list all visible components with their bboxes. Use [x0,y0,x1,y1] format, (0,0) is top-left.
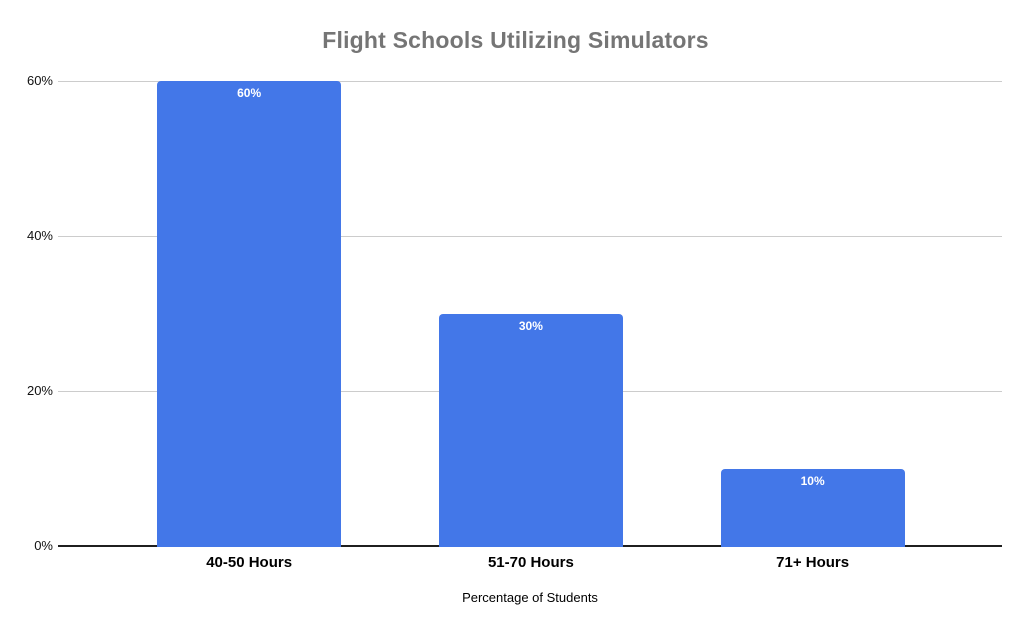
bar-71+ Hours [720,468,905,547]
chart-title: Flight Schools Utilizing Simulators [322,27,709,53]
gridline-40% [58,236,1002,237]
x-category-label: 51-70 Hours [487,554,574,571]
gridline-60% [58,81,1002,82]
bar-40-50 Hours [157,81,342,547]
x-axis-title: Percentage of Students [462,590,598,605]
bar-value-label: 30% [518,318,543,333]
y-tick-label: 40% [26,228,53,243]
x-category-label: 40-50 Hours [206,554,293,571]
x-category-label: 71+ Hours [776,554,850,571]
bar-value-label: 10% [800,473,825,488]
y-tick-label: 60% [26,73,53,88]
bar-51-70 Hours [438,313,623,547]
y-tick-label: 20% [26,383,53,398]
bar-value-label: 60% [237,86,262,100]
y-tick-label: 0% [34,538,53,553]
